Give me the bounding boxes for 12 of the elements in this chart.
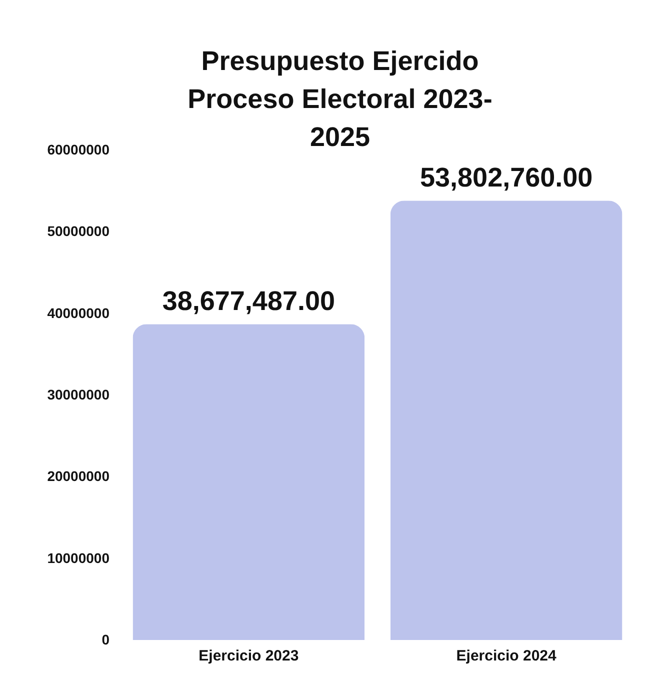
y-tick-label: 50000000 bbox=[47, 223, 110, 240]
y-tick-label: 20000000 bbox=[47, 468, 110, 484]
chart-title: Presupuesto Ejercido Proceso Electoral 2023-2025 bbox=[186, 45, 494, 154]
y-tick-label: 30000000 bbox=[47, 386, 110, 402]
x-tick-label: Ejercicio 2024 bbox=[456, 648, 558, 664]
data-label: 53,802,760.00 bbox=[420, 162, 593, 193]
data-label: 38,677,487.00 bbox=[162, 286, 336, 316]
y-tick-label: 40000000 bbox=[47, 304, 110, 321]
y-tick-label: 10000000 bbox=[47, 550, 110, 566]
x-tick-label: Ejercicio 2023 bbox=[198, 648, 299, 664]
y-tick-label: 0 bbox=[102, 632, 110, 648]
y-tick-label: 60000000 bbox=[47, 142, 110, 158]
